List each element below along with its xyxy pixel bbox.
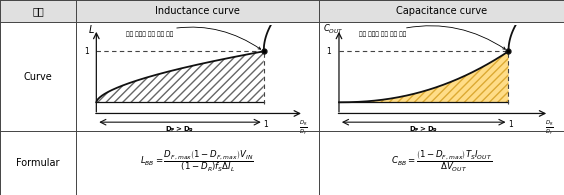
Text: $\hat{C}_{OUT}$: $\hat{C}_{OUT}$ (324, 20, 344, 36)
Polygon shape (96, 51, 264, 102)
Text: 기존 스위칭 방법 동작 지점: 기존 스위칭 방법 동작 지점 (126, 27, 261, 49)
Text: $\hat{L}$: $\hat{L}$ (87, 20, 95, 36)
Text: $\frac{D_R}{D_F}$: $\frac{D_R}{D_F}$ (299, 119, 309, 137)
Text: Curve: Curve (24, 72, 52, 82)
Text: $L_{BB} = \dfrac{D_{F,max}\left(1-D_{F,max}\right)V_{IN}}{\left(1-D_R\right)f_S\: $L_{BB} = \dfrac{D_{F,max}\left(1-D_{F,m… (140, 149, 254, 174)
Text: 1: 1 (327, 47, 332, 56)
Text: 기존 스위칭 방법 동작 지점: 기존 스위칭 방법 동작 지점 (359, 26, 505, 49)
Text: Capacitance curve: Capacitance curve (396, 6, 487, 16)
Text: $\mathbf{D_F > D_R}$: $\mathbf{D_F > D_R}$ (409, 125, 438, 136)
Text: $C_{BB} = \dfrac{\left(1-D_{F,max}\right)T_S I_{OUT}}{\Delta V_{OUT}}$: $C_{BB} = \dfrac{\left(1-D_{F,max}\right… (391, 149, 492, 174)
Text: Inductance curve: Inductance curve (155, 6, 240, 16)
Text: Formular: Formular (16, 158, 60, 168)
Text: $\mathbf{D_F > D_R}$: $\mathbf{D_F > D_R}$ (165, 125, 195, 136)
Bar (0, 0, 564, 22)
Text: 1: 1 (84, 47, 89, 56)
Text: 1: 1 (508, 120, 513, 129)
Polygon shape (339, 51, 508, 102)
Text: 비교: 비교 (32, 6, 44, 16)
Text: $\frac{D_R}{D_F}$: $\frac{D_R}{D_F}$ (545, 119, 553, 137)
Text: 1: 1 (263, 120, 268, 129)
